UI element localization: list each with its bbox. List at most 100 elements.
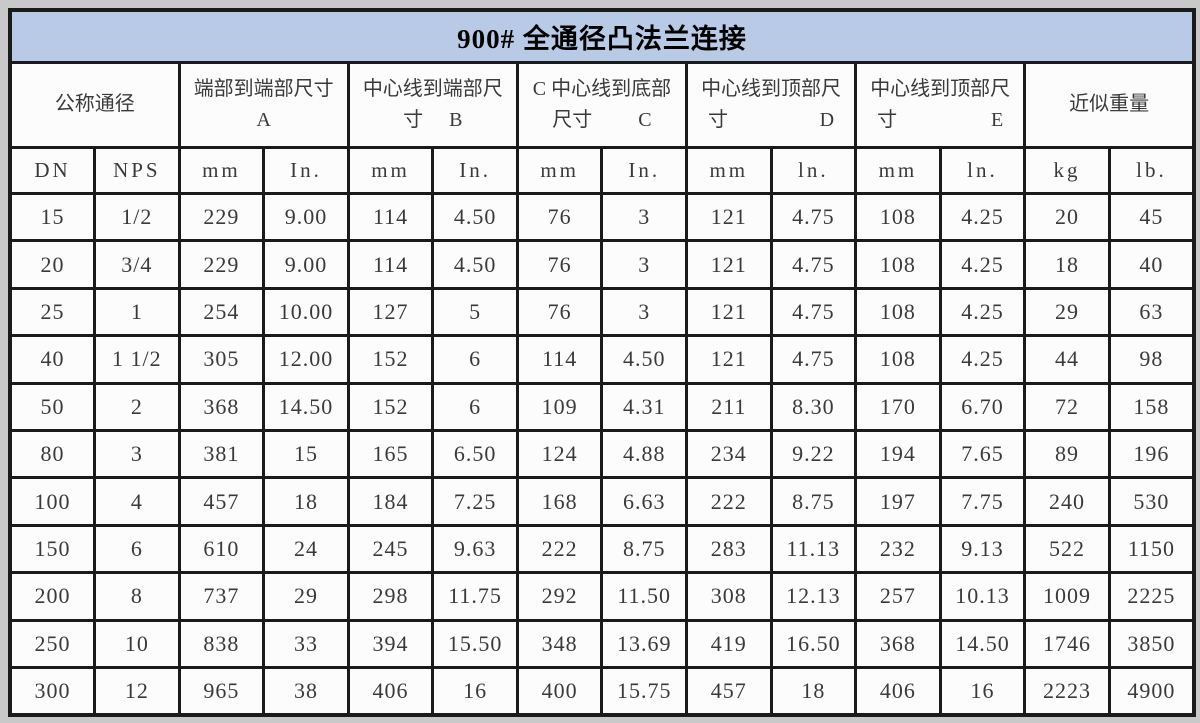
table-cell: 40 [1107,239,1196,290]
spec-table-container: 900# 全通径凸法兰连接 公称通径 端部到端部尺寸 A 中心线到端部尺 寸 B… [8,8,1196,717]
table-cell: 240 [1023,476,1111,527]
table-cell: 108 [854,239,942,290]
table-cell: 457 [685,665,773,717]
table-cell: 109 [515,381,604,433]
table-cell: 3 [600,192,688,243]
table-cell: 300 [8,665,97,717]
col-group-center-to-top-d: 中心线到顶部尺 寸 D [684,60,858,149]
table-cell: 8.75 [600,523,688,575]
group-label-cont: 寸 [708,108,728,131]
table-cell: 254 [177,286,266,338]
table-cell: 11.13 [769,523,858,575]
table-cell: 24 [262,523,350,575]
table-cell: 522 [1023,523,1111,575]
table-cell: 229 [177,192,266,243]
table-cell: 245 [346,523,435,575]
group-label: 公称通径 [54,93,135,116]
table-cell: 200 [8,571,97,622]
table-cell: 13.69 [600,618,688,669]
table-cell: 100 [8,476,97,527]
subheader-kg: kg [1023,145,1111,196]
subheader-in-a: In. [262,145,350,196]
table-cell: 108 [854,334,942,385]
table-cell: 4900 [1107,665,1196,717]
table-cell: 121 [685,334,773,385]
subheader-in-c: In. [600,145,688,196]
table-cell: 298 [346,571,435,622]
table-cell: 15 [262,428,350,480]
table-cell: 406 [854,665,942,717]
group-label-cont: 寸 [877,108,898,131]
table-cell: 108 [854,192,942,243]
table-cell: 11.75 [431,571,519,622]
table-cell: 114 [515,334,604,385]
col-group-approx-weight: 近似重量 [1023,60,1196,149]
table-row-dn150: 150 6 610 24 245 9.63 222 8.75 283 11.13… [8,523,1196,575]
table-cell: 7.65 [938,428,1027,480]
table-cell: 838 [177,618,266,669]
table-cell: 4.25 [938,286,1027,338]
table-cell: 38 [262,665,350,717]
table-cell: 4.31 [600,381,688,433]
table-cell: 184 [346,476,435,527]
table-cell: 18 [1023,239,1111,290]
subheader-mm-d: mm [685,145,773,196]
column-group-header-row: 公称通径 端部到端部尺寸 A 中心线到端部尺 寸 B C 中心线到底部 尺寸 C… [8,60,1196,149]
group-label: 中心线到顶部尺 [701,77,842,100]
table-cell: 18 [262,476,350,527]
table-cell: 121 [685,192,773,243]
table-cell: 381 [177,428,266,480]
table-cell: 3 [600,286,688,338]
table-cell: 10.00 [262,286,350,338]
table-cell: 108 [854,286,942,338]
table-cell: 6.63 [600,476,688,527]
table-cell: 45 [1107,192,1196,243]
table-cell: 4.25 [938,239,1027,290]
col-group-center-to-end-b: 中心线到端部尺 寸 B [346,60,519,149]
unit-header-row: DN NPS mm In. mm In. mm In. mm ln. mm ln… [8,145,1196,196]
table-cell: 2 [93,381,181,433]
table-cell: 9.22 [769,428,858,480]
table-cell: 29 [262,571,350,622]
group-dim-letter: D [819,108,835,131]
table-cell: 76 [515,192,604,243]
table-cell: 114 [346,192,435,243]
table-cell: 12.13 [769,571,858,622]
table-cell: 3 [600,239,688,290]
table-cell: 9.13 [938,523,1027,575]
table-cell: 194 [854,428,942,480]
table-cell: 14.50 [262,381,350,433]
table-cell: 10.13 [938,571,1027,622]
table-row-dn15: 15 1/2 229 9.00 114 4.50 76 3 121 4.75 1… [8,192,1196,243]
table-cell: 80 [8,428,97,480]
table-cell: 4.88 [600,428,688,480]
table-cell: 3/4 [93,239,181,290]
table-cell: 16 [938,665,1027,717]
table-cell: 368 [177,381,266,433]
table-cell: 4.50 [431,192,519,243]
group-dim-letter: B [449,108,463,131]
group-label: 近似重量 [1069,93,1150,116]
subheader-mm-c: mm [515,145,604,196]
group-dim-letter: A [256,108,271,131]
group-label: C 中心线到底部 [532,77,672,100]
flange-spec-table: 900# 全通径凸法兰连接 公称通径 端部到端部尺寸 A 中心线到端部尺 寸 B… [8,8,1196,717]
table-cell: 3 [93,428,181,480]
table-cell: 222 [515,523,604,575]
table-cell: 4.50 [431,239,519,290]
table-cell: 1/2 [93,192,181,243]
table-row-dn100: 100 4 457 18 184 7.25 168 6.63 222 8.75 … [8,476,1196,527]
table-cell: 292 [515,571,604,622]
table-cell: 394 [346,618,435,669]
table-row-dn40: 40 1 1/2 305 12.00 152 6 114 4.50 121 4.… [8,334,1196,385]
table-cell: 152 [346,334,435,385]
table-cell: 1009 [1023,571,1111,622]
table-cell: 124 [515,428,604,480]
table-cell: 211 [685,381,773,433]
table-cell: 7.25 [431,476,519,527]
table-cell: 530 [1107,476,1196,527]
table-cell: 63 [1107,286,1196,338]
group-label-cont: 寸 [403,108,424,131]
table-row-dn50: 50 2 368 14.50 152 6 109 4.31 211 8.30 1… [8,381,1196,433]
table-cell: 4.75 [769,286,858,338]
